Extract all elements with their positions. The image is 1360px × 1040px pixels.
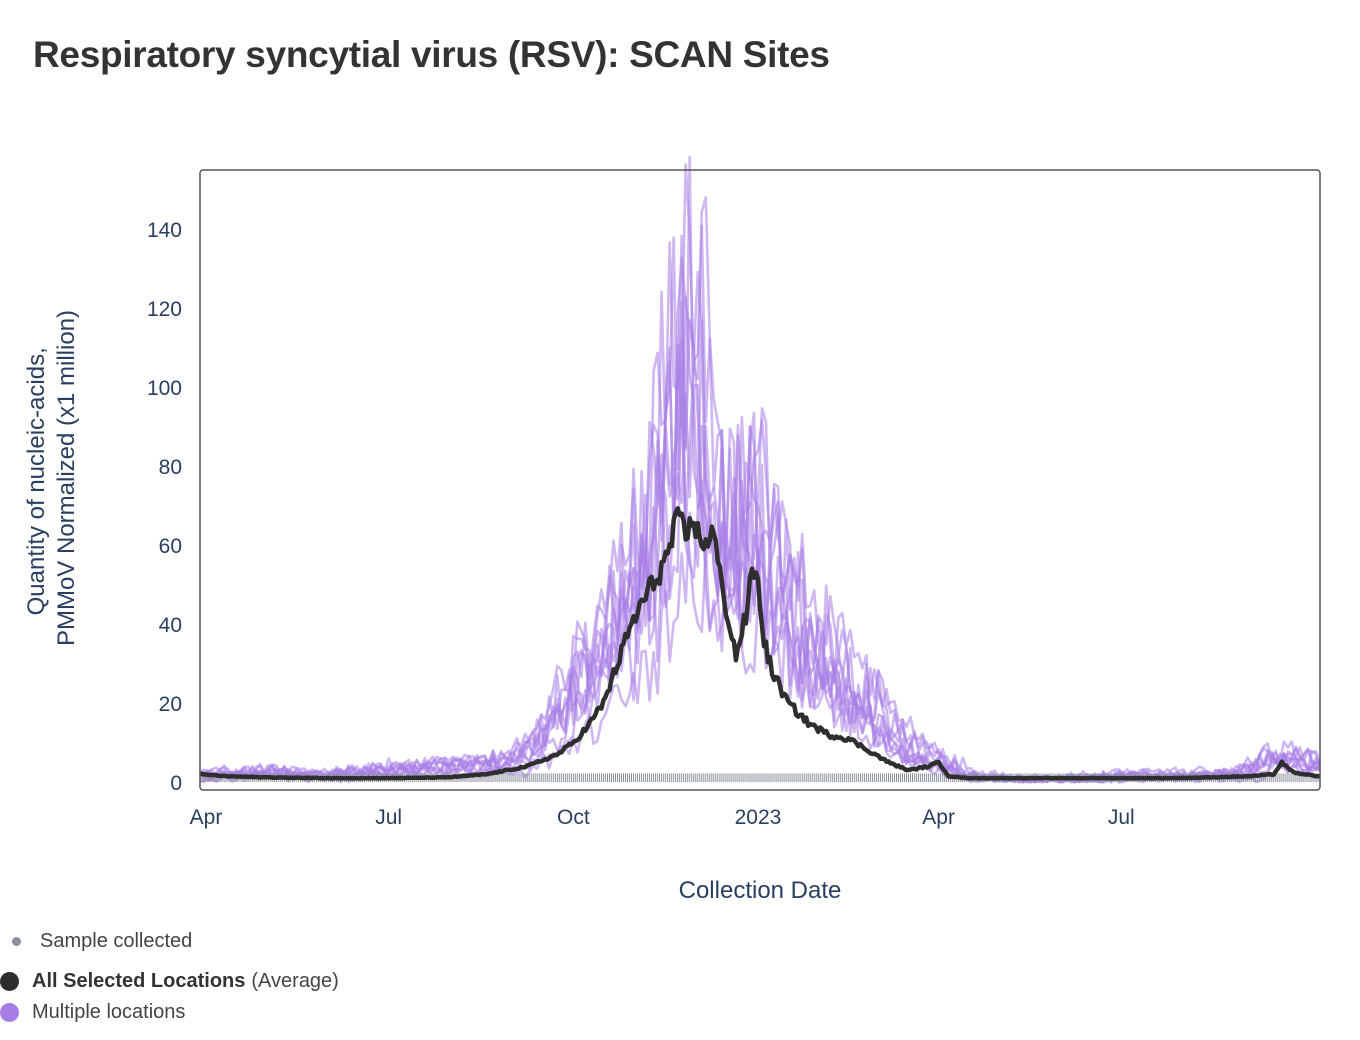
x-tick-label: Apr xyxy=(922,806,955,829)
y-axis-title-line-1: Quantity of nucleic-acids, xyxy=(23,347,50,615)
x-tick-label: Apr xyxy=(190,806,223,829)
y-axis-title-line-2: PMMoV Normalized (x1 million) xyxy=(53,310,80,646)
x-axis-title: Collection Date xyxy=(679,877,842,904)
sample-dot-icon xyxy=(12,937,21,946)
plot-frame xyxy=(199,169,1321,791)
y-tick-label: 140 xyxy=(147,219,182,242)
y-tick-label: 0 xyxy=(170,772,182,795)
page-title: Respiratory syncytial virus (RSV): SCAN … xyxy=(33,34,830,75)
locations-dot-icon xyxy=(0,1003,19,1022)
y-tick-label: 40 xyxy=(159,614,182,637)
legend-label-average: All Selected Locations xyxy=(32,970,246,992)
x-axis-ticks: Apr Jul Oct 2023 Apr Jul xyxy=(190,806,1135,829)
legend-item-sample[interactable]: Sample collected xyxy=(12,930,192,953)
legend-label-locations: Multiple locations xyxy=(32,1001,186,1023)
average-dot-icon xyxy=(0,972,19,991)
y-tick-label: 120 xyxy=(147,298,182,321)
legend-label-average-suffix: (Average) xyxy=(251,970,339,992)
y-tick-label: 80 xyxy=(159,456,182,479)
legend-item-locations[interactable]: Multiple locations xyxy=(0,1001,185,1024)
x-tick-label: Oct xyxy=(557,806,590,829)
location-line[interactable] xyxy=(199,256,1322,784)
y-axis-title: Quantity of nucleic-acids, PMMoV Normali… xyxy=(23,310,80,646)
average-line[interactable] xyxy=(199,506,1321,781)
x-tick-label: Jul xyxy=(1108,806,1135,829)
legend-label-sample: Sample collected xyxy=(40,930,193,952)
x-tick-label: Jul xyxy=(375,806,402,829)
sample-markers-group xyxy=(201,773,1319,783)
y-tick-label: 20 xyxy=(159,693,182,716)
y-tick-label: 100 xyxy=(147,377,182,400)
x-tick-label: 2023 xyxy=(735,806,782,829)
y-tick-label: 60 xyxy=(159,535,182,558)
legend-item-average[interactable]: All Selected Locations (Average) xyxy=(0,970,339,993)
y-axis-ticks: 0 20 40 60 80 100 120 140 xyxy=(147,219,182,795)
average-line-group xyxy=(199,506,1321,781)
location-lines-group xyxy=(198,155,1322,784)
